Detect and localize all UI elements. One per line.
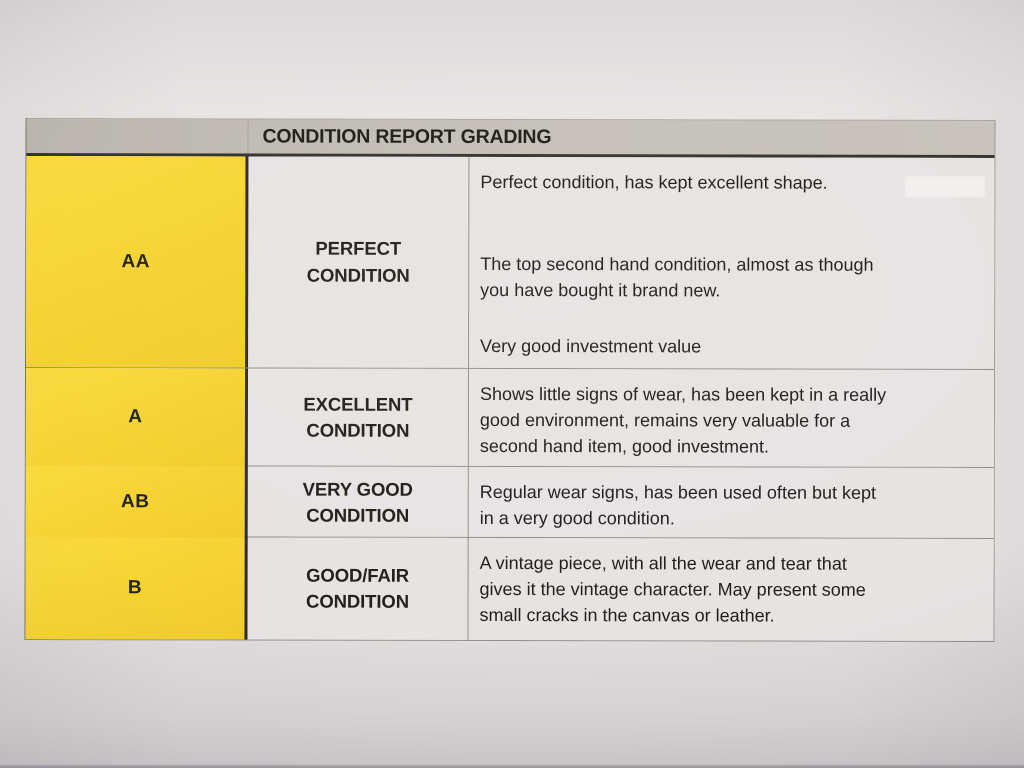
grade-cell: AB	[25, 465, 248, 539]
condition-cell: VERY GOOD CONDITION	[248, 466, 468, 538]
grade-label: AB	[120, 491, 150, 513]
grade-label: A	[128, 406, 143, 428]
description-cell: Shows little signs of wear, has been kep…	[467, 368, 995, 469]
paper-bottom-edge	[0, 764, 1024, 768]
condition-label: PERFECT CONDITION	[306, 237, 410, 286]
condition-cell: PERFECT CONDITION	[248, 156, 468, 367]
table-row: AB VERY GOOD CONDITION Regular wear sign…	[25, 465, 994, 541]
description-paragraph: Regular wear signs, has been used often …	[479, 481, 877, 529]
table-title: CONDITION REPORT GRADING	[262, 124, 552, 148]
description-paragraph: Perfect condition, has kept excellent sh…	[480, 171, 828, 193]
description-paragraph: Shows little signs of wear, has been kep…	[479, 383, 887, 457]
condition-grading-table: CONDITION REPORT GRADING AA PERFECT COND…	[24, 117, 996, 643]
grade-label: AA	[121, 250, 150, 272]
description-cell: Regular wear signs, has been used often …	[467, 466, 994, 541]
condition-label: VERY GOOD CONDITION	[302, 478, 413, 526]
header-grade-column-spacer	[26, 118, 249, 154]
description-cell: A vintage piece, with all the wear and t…	[467, 537, 994, 642]
condition-cell: GOOD/FAIR CONDITION	[247, 537, 467, 639]
grading-table-body: AA PERFECT CONDITION Perfect condition, …	[25, 155, 995, 642]
description-paragraph: Very good investment value	[480, 335, 702, 357]
grade-label: B	[127, 577, 143, 599]
white-out-mark	[905, 176, 985, 197]
grade-cell: B	[25, 536, 248, 640]
grade-cell: A	[25, 367, 249, 467]
table-row: AA PERFECT CONDITION Perfect condition, …	[26, 155, 995, 371]
table-row: B GOOD/FAIR CONDITION A vintage piece, w…	[25, 536, 994, 642]
condition-label: GOOD/FAIR CONDITION	[306, 564, 410, 612]
grade-cell: AA	[26, 155, 249, 368]
description-paragraph: A vintage piece, with all the wear and t…	[479, 552, 866, 626]
condition-label: EXCELLENT CONDITION	[303, 393, 413, 441]
table-row: A EXCELLENT CONDITION Shows little signs…	[25, 367, 995, 469]
table-header-bar: CONDITION REPORT GRADING	[26, 117, 995, 159]
condition-cell: EXCELLENT CONDITION	[248, 368, 468, 466]
description-paragraph: The top second hand condition, almost as…	[480, 253, 874, 301]
